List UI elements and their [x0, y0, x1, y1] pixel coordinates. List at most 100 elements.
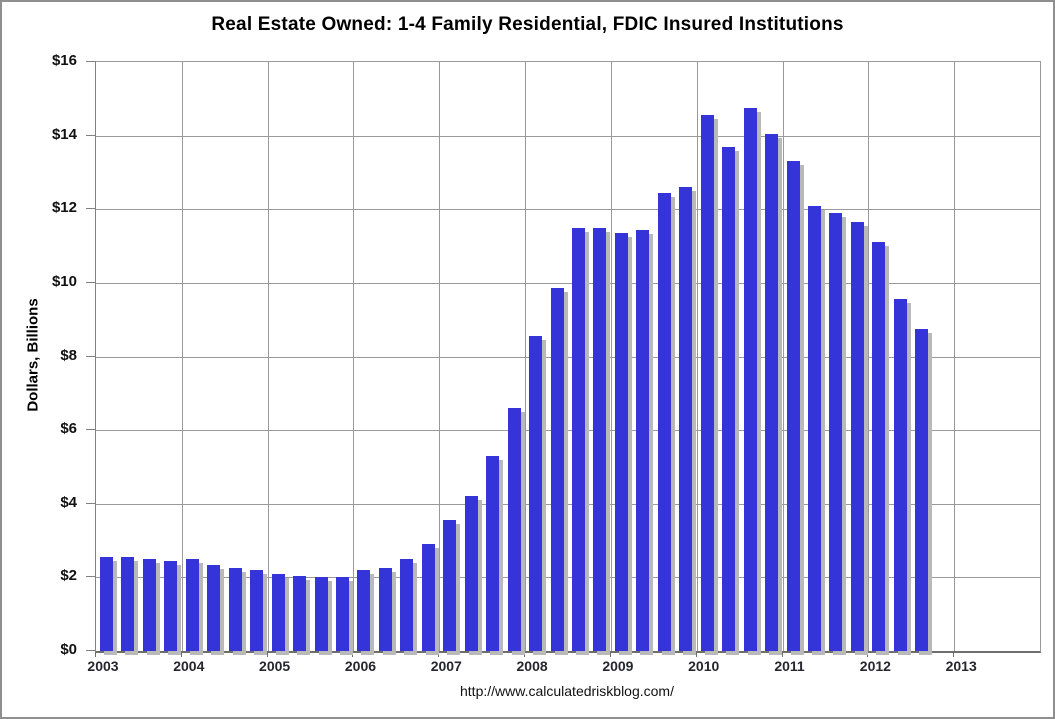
x-tick-mark	[695, 652, 697, 657]
y-tick-label-14: $14	[51, 125, 77, 143]
bar-2004-q1	[185, 558, 199, 651]
x-tick-label-2010: 2010	[688, 658, 720, 674]
x-gridline-2006	[353, 62, 355, 651]
y-tick-mark	[86, 650, 95, 651]
bar-2009-q4	[679, 187, 693, 651]
x-gridline-2004	[181, 62, 183, 651]
x-tick-label-2006: 2006	[344, 658, 377, 674]
y-tick-mark	[86, 281, 95, 283]
bar-2009-q1	[614, 233, 628, 651]
bar-2008-q4	[593, 227, 607, 651]
y-gridline-6	[96, 430, 1040, 432]
bar-2003-q4	[164, 560, 178, 651]
y-gridline-12	[96, 209, 1040, 211]
bar-2006-q1	[357, 570, 371, 651]
bar-2005-q4	[336, 577, 349, 651]
bar-2007-q2	[464, 496, 478, 651]
x-tick-mark	[266, 652, 268, 657]
chart-title: Real Estate Owned: 1-4 Family Residentia…	[211, 14, 844, 35]
x-tick-mark	[609, 652, 611, 657]
y-tick-mark	[86, 208, 95, 210]
y-gridline-2	[96, 577, 1040, 579]
y-tick-label-12: $12	[51, 199, 77, 217]
y-tick-mark	[86, 429, 95, 431]
bar-2006-q4	[421, 544, 435, 651]
y-tick-mark	[86, 355, 95, 357]
x-tick-mark	[95, 652, 96, 657]
bar-2011-q1	[786, 161, 800, 651]
bar-2012-q3	[915, 328, 929, 651]
bar-2010-q2	[722, 146, 736, 651]
x-tick-label-2012: 2012	[859, 658, 891, 674]
y-axis-title: Dollars, Billions	[24, 298, 42, 412]
x-gridline-2007	[439, 62, 441, 651]
y-tick-label-8: $8	[60, 346, 77, 364]
x-gridline-2012	[868, 62, 870, 651]
y-tick-label-2: $2	[60, 567, 77, 585]
y-tick-mark	[86, 61, 95, 62]
y-gridline-4	[96, 503, 1040, 505]
bar-2009-q2	[636, 229, 650, 651]
y-gridline-8	[96, 356, 1040, 358]
bar-2008-q1	[529, 336, 543, 651]
x-gridline-2005	[267, 62, 269, 651]
bar-2003-q3	[142, 558, 156, 651]
x-tick-label-2003: 2003	[87, 658, 119, 674]
bar-2005-q2	[293, 575, 307, 651]
bar-2004-q4	[250, 570, 264, 651]
bar-2007-q4	[507, 408, 521, 651]
y-tick-label-10: $10	[51, 272, 77, 290]
x-tick-label-2008: 2008	[516, 658, 548, 674]
bar-2008-q2	[550, 288, 564, 651]
bar-2006-q2	[378, 568, 392, 651]
x-tick-mark	[352, 652, 354, 657]
bar-2011-q2	[808, 205, 821, 651]
plot-area	[95, 61, 1041, 653]
x-tick-label-2005: 2005	[259, 658, 291, 674]
x-tick-mark	[180, 652, 182, 657]
x-tick-label-2009: 2009	[602, 658, 634, 674]
y-tick-mark	[86, 134, 95, 136]
bar-2007-q1	[443, 520, 457, 651]
bar-2004-q2	[207, 564, 221, 651]
bar-2011-q3	[829, 212, 843, 651]
y-tick-mark	[86, 576, 95, 578]
bar-2011-q4	[850, 222, 864, 651]
y-tick-mark	[86, 502, 95, 504]
bar-2010-q1	[700, 115, 714, 651]
x-gridline-2009	[610, 62, 612, 651]
x-tick-mark	[524, 652, 526, 657]
y-tick-label-4: $4	[60, 493, 77, 511]
x-tick-mark	[781, 652, 783, 657]
bar-2012-q2	[893, 299, 907, 651]
bar-2005-q1	[271, 573, 285, 651]
bar-2003-q1	[100, 557, 113, 651]
x-tick-label-2011: 2011	[774, 658, 805, 674]
y-tick-label-0: $0	[60, 641, 77, 658]
x-tick-label-2004: 2004	[173, 658, 205, 674]
x-tick-mark	[867, 652, 869, 657]
bar-2009-q3	[657, 192, 671, 651]
bar-2006-q3	[400, 558, 414, 651]
chart-footer-url: http://www.calculatedriskblog.com/	[460, 683, 674, 699]
bar-2007-q3	[486, 455, 500, 651]
bar-2005-q3	[314, 577, 328, 651]
x-tick-mark	[438, 652, 440, 657]
x-gridline-2010	[696, 62, 698, 651]
x-tick-label-2007: 2007	[430, 658, 462, 674]
y-tick-label-16: $16	[51, 52, 77, 69]
bar-2010-q4	[765, 133, 779, 651]
x-gridline-2011	[782, 62, 784, 651]
bar-2003-q2	[121, 557, 135, 651]
x-gridline-2013	[954, 62, 956, 651]
bar-2012-q1	[872, 242, 886, 651]
x-gridline-2008	[525, 62, 527, 651]
y-gridline-14	[96, 135, 1040, 137]
bar-2008-q3	[572, 227, 585, 651]
y-gridline-10	[96, 282, 1040, 284]
x-tick-label-2013: 2013	[945, 658, 977, 674]
x-tick-mark	[953, 652, 955, 657]
bar-2010-q3	[743, 108, 757, 651]
bar-2004-q3	[228, 568, 242, 651]
